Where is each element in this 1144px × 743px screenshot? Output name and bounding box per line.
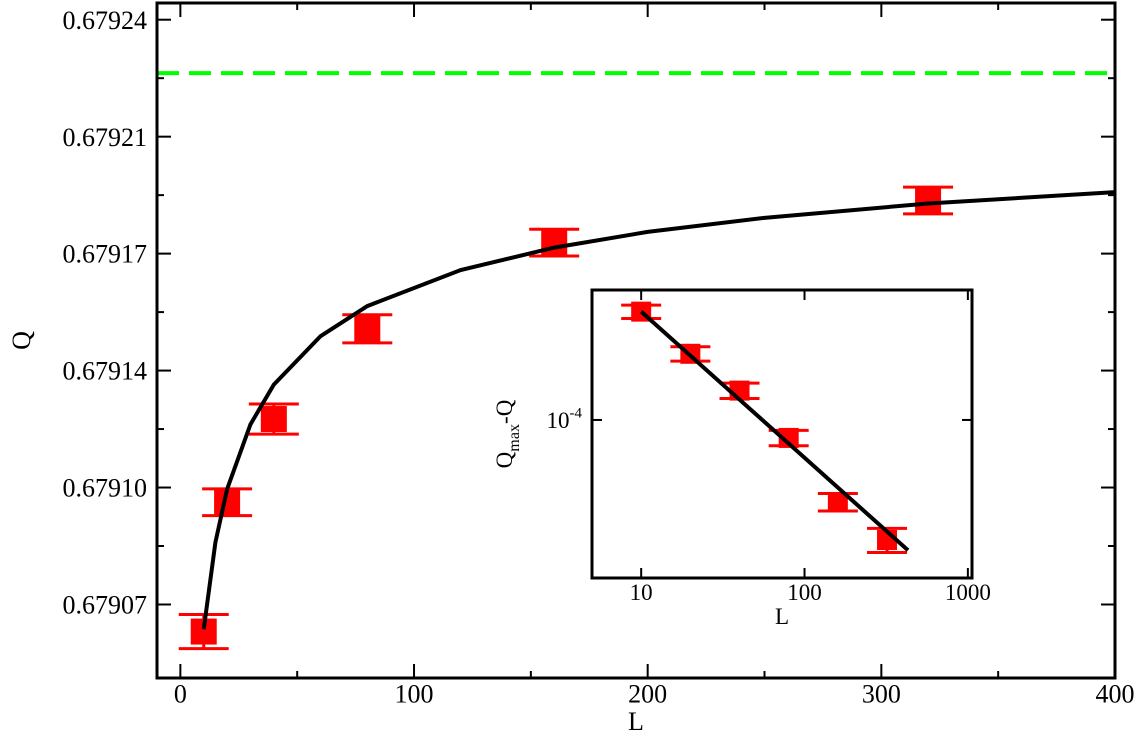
y-axis-label-text: Q — [492, 451, 517, 468]
y-tick-label: 0.67907 — [63, 591, 148, 620]
y-tick-label-text: 0.67907 — [63, 591, 148, 620]
y-tick-label-exponent: -4 — [570, 406, 583, 422]
data-point — [778, 427, 799, 448]
y-tick-label: 10-4 — [547, 406, 583, 433]
y-tick-label-text: 0.67917 — [63, 240, 148, 269]
y-tick-label-text: 10 — [547, 408, 570, 433]
y-tick-label: 0.67914 — [63, 357, 148, 386]
y-tick-label: 0.67910 — [63, 474, 148, 503]
y-tick-label: 0.67917 — [63, 240, 148, 269]
y-axis-label-text: Q — [7, 331, 36, 350]
y-tick-label-text: 0.67924 — [63, 6, 148, 35]
y-axis-label-subscript: max — [506, 424, 523, 452]
fit-line — [201, 190, 1116, 630]
x-tick-label: 400 — [1096, 680, 1135, 709]
x-axis-label: L — [775, 604, 789, 629]
y-axis-label-suffix: -Q — [492, 399, 517, 424]
data-point — [827, 491, 848, 512]
x-tick-label: 1000 — [945, 580, 991, 605]
data-point — [260, 406, 287, 433]
fit-line — [639, 310, 910, 552]
plot-frame — [155, 1, 1117, 680]
x-tick-label: 0 — [174, 680, 187, 709]
data-point — [354, 315, 381, 342]
plot-frame — [590, 288, 974, 580]
y-tick-label-text: 0.67910 — [63, 474, 148, 503]
x-tick-label: 10 — [630, 580, 653, 605]
y-tick-label-text: 0.67914 — [63, 357, 148, 386]
y-axis-label: Qmax-Q — [492, 399, 523, 468]
data-point — [915, 187, 942, 214]
y-tick-label: 0.67921 — [63, 123, 148, 152]
y-tick-label-text: 0.67921 — [63, 123, 148, 152]
y-tick-label: 0.67924 — [63, 6, 148, 35]
x-tick-label: 100 — [395, 680, 434, 709]
x-tick-label: 100 — [787, 580, 822, 605]
y-axis-label: Q — [7, 331, 36, 350]
x-tick-label: 300 — [862, 680, 901, 709]
x-axis-label: L — [628, 707, 644, 736]
x-tick-label: 200 — [628, 680, 667, 709]
